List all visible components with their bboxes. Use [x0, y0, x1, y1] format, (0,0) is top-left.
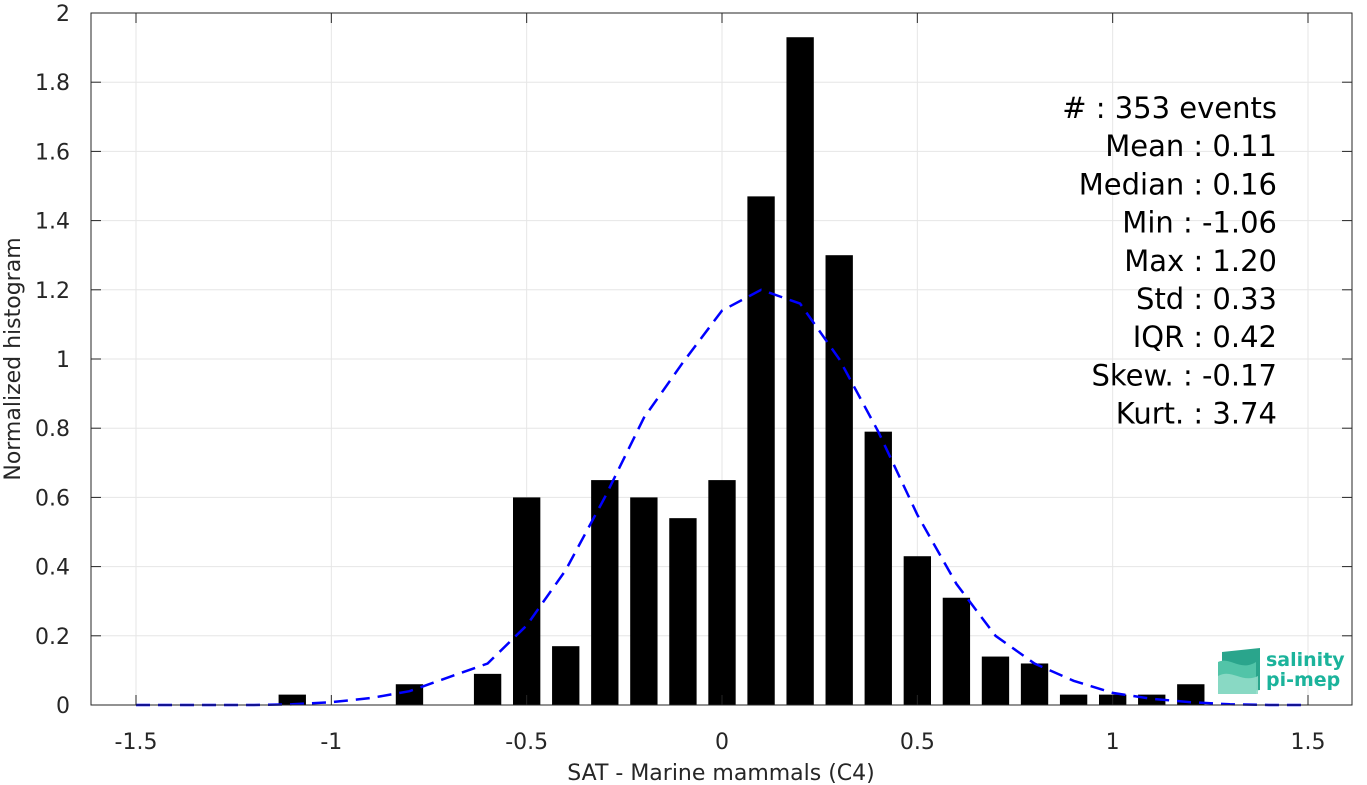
histogram-bar: [591, 480, 619, 705]
histogram-bar: [942, 597, 971, 705]
histogram-bar: [630, 497, 658, 705]
x-tick-label: -0.5: [505, 730, 548, 755]
axes: [90, 12, 1353, 706]
histogram-bar: [981, 656, 1010, 705]
y-axis-label: Normalized histogram: [1, 237, 26, 480]
y-tick-label: 0.2: [35, 625, 70, 650]
histogram-bar: [1138, 694, 1166, 705]
x-tick-label: -1: [320, 730, 342, 755]
x-axis-label: SAT - Marine mammals (C4): [567, 761, 875, 785]
histogram-bar: [903, 556, 932, 705]
logo-wave-icon: [1218, 648, 1260, 694]
y-tick-label: 2: [56, 2, 70, 27]
x-tick-label: 1: [1106, 730, 1120, 755]
y-tick-label: 1.4: [35, 210, 70, 235]
histogram-bar: [1059, 694, 1088, 705]
histogram-bars: [278, 37, 1205, 706]
stat-line: Max : 1.20: [1124, 244, 1277, 278]
stat-line: IQR : 0.42: [1133, 320, 1277, 354]
y-tick-label: 0: [56, 694, 70, 719]
histogram-bar: [1020, 663, 1049, 705]
histogram-bar: [512, 497, 541, 705]
histogram-bar: [864, 431, 892, 705]
histogram-bar: [708, 480, 736, 705]
y-tick-label: 0.4: [35, 556, 70, 581]
stat-line: Std : 0.33: [1136, 282, 1277, 316]
y-tick-label: 1.6: [35, 140, 70, 165]
y-tick-label: 1.8: [35, 71, 70, 96]
normal-fit-curve: [136, 288, 1308, 707]
histogram-bar: [825, 255, 853, 705]
y-tick-label: 0.6: [35, 486, 70, 511]
stat-line: Mean : 0.11: [1105, 129, 1277, 163]
histogram-bar: [278, 694, 306, 705]
stat-line: Median : 0.16: [1079, 167, 1277, 201]
logo-pimep-text: pi-mep: [1266, 669, 1340, 691]
x-tick-label: -1.5: [115, 730, 158, 755]
stat-line: Min : -1.06: [1122, 206, 1277, 240]
histogram-bar: [669, 518, 697, 705]
logo-salinity-text: salinity: [1266, 649, 1345, 671]
stat-line: # : 353 events: [1062, 91, 1277, 125]
x-tick-label: 0.5: [900, 730, 935, 755]
histogram-bar: [786, 37, 814, 706]
x-tick-labels: -1.5 -1 -0.5 0 0.5 1 1.5: [115, 730, 1326, 755]
y-tick-label: 1.2: [35, 279, 70, 304]
statistics-annotation: # : 353 events Mean : 0.11 Median : 0.16 Mi…: [1062, 91, 1277, 431]
salinity-pi-mep-logo: salinity pi-mep: [1218, 648, 1345, 694]
stat-line: Skew. : -0.17: [1091, 358, 1277, 392]
x-tick-label: 1.5: [1291, 730, 1326, 755]
y-tick-labels: 0 0.2 0.4 0.6 0.8 1 1.2 1.4 1.6 1.8 2: [35, 2, 70, 719]
y-tick-label: 1: [56, 348, 70, 373]
histogram-bar: [552, 646, 580, 705]
stat-line: Kurt. : 3.74: [1116, 397, 1277, 431]
histogram-bar: [747, 196, 775, 705]
histogram-bar: [395, 684, 424, 705]
x-tick-label: 0: [715, 730, 729, 755]
histogram-bar: [1177, 684, 1205, 705]
y-tick-label: 0.8: [35, 417, 70, 442]
histogram-bar: [473, 673, 502, 705]
